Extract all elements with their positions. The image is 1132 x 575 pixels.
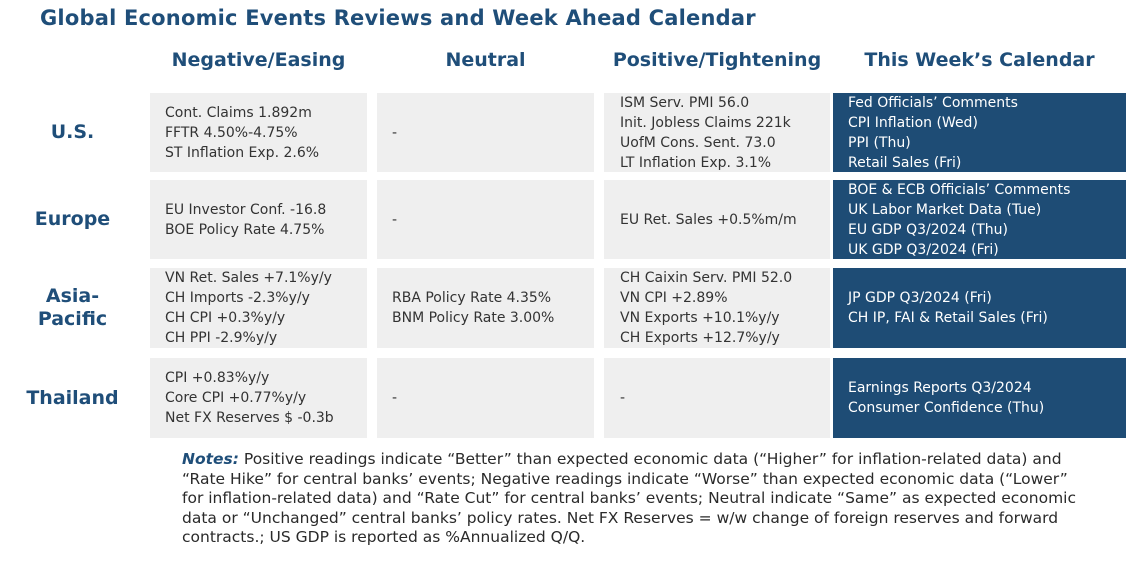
cell-line: UK GDP Q3/2024 (Fri) <box>848 241 999 258</box>
cell-negative: EU Investor Conf. -16.8 BOE Policy Rate 4… <box>150 180 367 259</box>
cell-line: Cont. Claims 1.892m <box>165 104 312 121</box>
cell-neutral: RBA Policy Rate 4.35% BNM Policy Rate 3.0… <box>377 268 594 348</box>
cell-line: UK Labor Market Data (Tue) <box>848 201 1042 218</box>
column-header-negative: Negative/Easing <box>171 49 346 71</box>
cell-positive: CH Caixin Serv. PMI 52.0 VN CPI +2.89% VN … <box>604 268 830 348</box>
cell-line: BNM Policy Rate 3.00% <box>392 310 555 326</box>
cell-line: VN Exports +10.1%y/y <box>620 310 780 326</box>
cell-line: ISM Serv. PMI 56.0 <box>620 94 750 111</box>
cell-line: Fed Officials’ Comments <box>848 94 1018 111</box>
cell-line: CH Exports +12.7%y/y <box>620 330 780 346</box>
cell-line: Earnings Reports Q3/2024 <box>848 380 1032 396</box>
notes-label: Notes: <box>182 450 239 468</box>
cell-calendar: BOE & ECB Officials’ Comments UK Labor Ma… <box>833 180 1126 259</box>
cell-neutral: - <box>377 358 594 438</box>
cell-line: CH CPI +0.3%y/y <box>165 310 286 326</box>
cell-line: EU Investor Conf. -16.8 <box>165 201 327 218</box>
cell-line: PPI (Thu) <box>848 134 911 151</box>
cell-calendar: Earnings Reports Q3/2024 Consumer Confide… <box>833 358 1126 438</box>
cell-line: FFTR 4.50%-4.75% <box>165 124 298 141</box>
cell-positive: ISM Serv. PMI 56.0 Init. Jobless Claims 2… <box>604 93 830 172</box>
cell-line: LT Inflation Exp. 3.1% <box>620 154 772 171</box>
cell-line: Consumer Confidence (Thu) <box>848 400 1045 416</box>
cell-line: Core CPI +0.77%y/y <box>165 390 307 406</box>
cell-positive: EU Ret. Sales +0.5%m/m <box>604 180 830 259</box>
cell-line: ST Inflation Exp. 2.6% <box>165 144 320 161</box>
cell-line: BOE & ECB Officials’ Comments <box>848 181 1071 198</box>
page-title: Global Economic Events Reviews and Week … <box>40 6 756 30</box>
row-header: Asia- Pacific <box>37 285 108 330</box>
column-header-neutral: Neutral <box>445 49 526 71</box>
cell-line: - <box>392 390 398 406</box>
cell-line: - <box>392 211 398 228</box>
notes-text: Positive readings indicate “Better” than… <box>182 450 1077 546</box>
cell-calendar: Fed Officials’ Comments CPI Inflation (We… <box>833 93 1126 172</box>
cell-line: Net FX Reserves $ -0.3b <box>165 410 334 426</box>
column-header-positive: Positive/Tightening <box>612 49 822 71</box>
cell-line: VN Ret. Sales +7.1%y/y <box>165 270 332 286</box>
cell-line: CH IP, FAI & Retail Sales (Fri) <box>848 310 1048 326</box>
cell-line: - <box>620 390 626 406</box>
cell-line: Init. Jobless Claims 221k <box>620 114 791 131</box>
cell-neutral: - <box>377 93 594 172</box>
row-header: Thailand <box>26 386 119 409</box>
cell-line: Retail Sales (Fri) <box>848 154 962 171</box>
cell-positive: - <box>604 358 830 438</box>
row-header: U.S. <box>50 121 95 143</box>
cell-line: JP GDP Q3/2024 (Fri) <box>848 290 992 306</box>
cell-line: EU Ret. Sales +0.5%m/m <box>620 211 797 228</box>
cell-line: CPI Inflation (Wed) <box>848 114 978 131</box>
cell-negative: VN Ret. Sales +7.1%y/y CH Imports -2.3%y/… <box>150 268 367 348</box>
cell-line: VN CPI +2.89% <box>620 290 728 306</box>
row-header: Europe <box>34 208 111 230</box>
cell-calendar: JP GDP Q3/2024 (Fri) CH IP, FAI & Retail … <box>833 268 1126 348</box>
cell-line: RBA Policy Rate 4.35% <box>392 290 552 306</box>
cell-line: BOE Policy Rate 4.75% <box>165 221 325 238</box>
column-header-calendar: This Week’s Calendar <box>864 49 1095 71</box>
cell-line: CH PPI -2.9%y/y <box>165 330 278 346</box>
cell-line: EU GDP Q3/2024 (Thu) <box>848 221 1009 238</box>
cell-line: CPI +0.83%y/y <box>165 370 270 386</box>
cell-line: UofM Cons. Sent. 73.0 <box>620 134 776 151</box>
cell-line: CH Caixin Serv. PMI 52.0 <box>620 270 793 286</box>
cell-negative: CPI +0.83%y/y Core CPI +0.77%y/y Net FX Re… <box>150 358 367 438</box>
cell-neutral: - <box>377 180 594 259</box>
notes: Notes: Positive readings indicate “Bette… <box>182 450 1082 548</box>
cell-line: CH Imports -2.3%y/y <box>165 290 310 306</box>
cell-negative: Cont. Claims 1.892m FFTR 4.50%-4.75% ST In… <box>150 93 367 172</box>
cell-line: - <box>392 124 398 141</box>
